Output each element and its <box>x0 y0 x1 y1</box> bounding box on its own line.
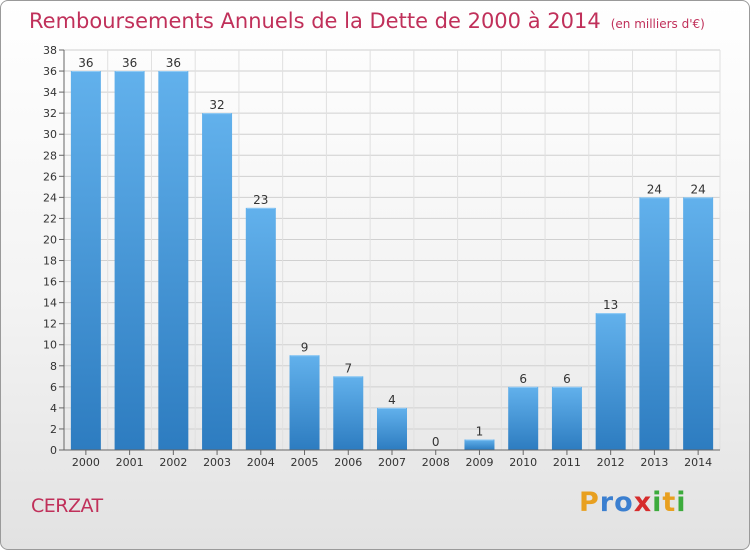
logo-letter: P <box>579 487 600 518</box>
bar-value-label: 32 <box>209 98 224 112</box>
logo-letter: x <box>633 487 653 518</box>
chart-title: Remboursements Annuels de la Dette de 20… <box>29 9 705 33</box>
bar <box>333 376 364 450</box>
x-tick-label: 2014 <box>684 456 712 469</box>
bar <box>464 439 495 450</box>
x-tick-label: 2001 <box>116 456 144 469</box>
y-tick-label: 32 <box>43 107 57 120</box>
bar-value-label: 9 <box>301 340 309 354</box>
y-tick-label: 22 <box>43 212 57 225</box>
y-tick-label: 36 <box>43 65 57 78</box>
y-tick-label: 12 <box>43 318 57 331</box>
x-tick-label: 2004 <box>247 456 275 469</box>
x-tick-label: 2010 <box>509 456 537 469</box>
y-tick-label: 14 <box>43 297 57 310</box>
y-tick-label: 20 <box>43 233 57 246</box>
bar <box>595 313 626 450</box>
commune-name: CERZAT <box>31 495 103 517</box>
bar <box>377 407 407 450</box>
logo-letter: r <box>599 487 615 518</box>
y-tick-label: 10 <box>43 339 57 352</box>
bar-value-label: 36 <box>122 56 137 70</box>
bar-value-label: 6 <box>563 372 571 386</box>
bar <box>202 113 233 450</box>
bar-value-label: 24 <box>690 182 705 196</box>
bar-value-label: 6 <box>519 372 527 386</box>
logo-letter: i <box>652 487 663 518</box>
bar-value-label: 0 <box>432 435 440 449</box>
bar <box>114 71 145 450</box>
x-tick-label: 2006 <box>334 456 362 469</box>
bars <box>70 71 714 450</box>
axes <box>59 49 720 455</box>
bar <box>245 207 276 450</box>
bar-value-label: 23 <box>253 193 268 207</box>
y-tick-label: 2 <box>50 423 57 436</box>
bar-value-label: 7 <box>344 361 352 375</box>
y-tick-label: 24 <box>43 191 57 204</box>
bar <box>683 197 714 450</box>
bar <box>158 71 189 450</box>
y-tick-label: 30 <box>43 128 57 141</box>
bar <box>639 197 670 450</box>
y-tick-label: 34 <box>43 86 57 99</box>
y-tick-label: 38 <box>43 44 57 57</box>
logo-letter: t <box>662 487 677 518</box>
y-tick-label: 6 <box>50 381 57 394</box>
x-tick-label: 2008 <box>422 456 450 469</box>
logo-letter: i <box>676 487 687 518</box>
bar-value-label: 4 <box>388 393 396 407</box>
bar-value-label: 1 <box>476 424 484 438</box>
bar <box>70 71 101 450</box>
x-tick-label: 2005 <box>291 456 319 469</box>
bar-value-label: 24 <box>647 182 662 196</box>
x-tick-label: 2013 <box>640 456 668 469</box>
chart-title-unit: (en milliers d'€) <box>610 17 705 31</box>
bar-value-label: 13 <box>603 298 618 312</box>
y-tick-label: 8 <box>50 360 57 373</box>
y-tick-label: 0 <box>50 444 57 457</box>
x-tick-label: 2000 <box>72 456 100 469</box>
y-tick-label: 4 <box>50 402 57 415</box>
logo-letter: o <box>614 487 634 518</box>
x-tick-label: 2009 <box>465 456 493 469</box>
y-tick-label: 28 <box>43 149 57 162</box>
x-tick-label: 2012 <box>597 456 625 469</box>
labels: 0246810121416182022242628303234363836200… <box>43 44 712 469</box>
proxiti-logo: Proxiti <box>579 487 687 518</box>
bar-value-label: 36 <box>166 56 181 70</box>
bar <box>551 386 582 450</box>
y-tick-label: 16 <box>43 276 57 289</box>
x-tick-label: 2011 <box>553 456 581 469</box>
y-tick-label: 18 <box>43 255 57 268</box>
bar <box>508 386 539 450</box>
y-tick-label: 26 <box>43 170 57 183</box>
bar-value-label: 36 <box>78 56 93 70</box>
x-tick-label: 2003 <box>203 456 231 469</box>
x-tick-label: 2007 <box>378 456 406 469</box>
x-tick-label: 2002 <box>159 456 187 469</box>
bar <box>289 355 320 450</box>
chart-title-main: Remboursements Annuels de la Dette de 20… <box>29 9 601 33</box>
